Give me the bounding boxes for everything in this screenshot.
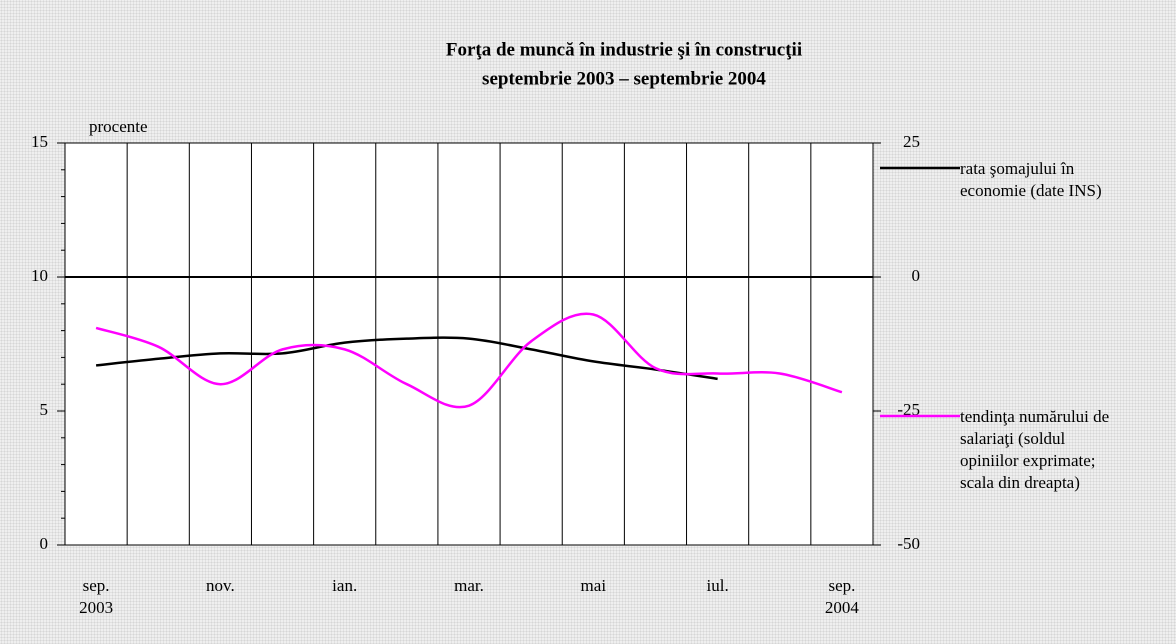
y2-tick-label: 0 (912, 266, 921, 285)
y-tick-label: 15 (31, 132, 48, 151)
chart-title: Forţa de muncă în industrie şi în constr… (446, 39, 802, 60)
y-axis-label: procente (89, 117, 148, 136)
x-tick-label: ian. (332, 576, 358, 595)
legend-label: rata şomajului în economie (date INS) (960, 159, 1102, 200)
x-tick-label: mar. (454, 576, 484, 595)
x-tick-label: nov. (206, 576, 235, 595)
y2-tick-label: 25 (903, 132, 920, 151)
x-tick-label: sep. 2004 (824, 576, 859, 617)
series-line (95, 336, 718, 381)
x-tick-label: sep. 2003 (79, 576, 114, 617)
y-tick-label: 10 (31, 266, 48, 285)
x-tick-label: iul. (706, 576, 729, 595)
y2-tick-label: -25 (897, 400, 920, 419)
legend-label: tendinţa numărului de salariaţi (soldul … (960, 407, 1110, 492)
x-tick-label: mai (580, 576, 607, 595)
y-tick-label: 0 (40, 534, 49, 553)
series-line (95, 312, 843, 409)
y-tick-label: 5 (40, 400, 49, 419)
plot-area (64, 142, 874, 546)
y2-tick-label: -50 (897, 534, 920, 553)
chart-subtitle: septembrie 2003 – septembrie 2004 (482, 68, 766, 89)
